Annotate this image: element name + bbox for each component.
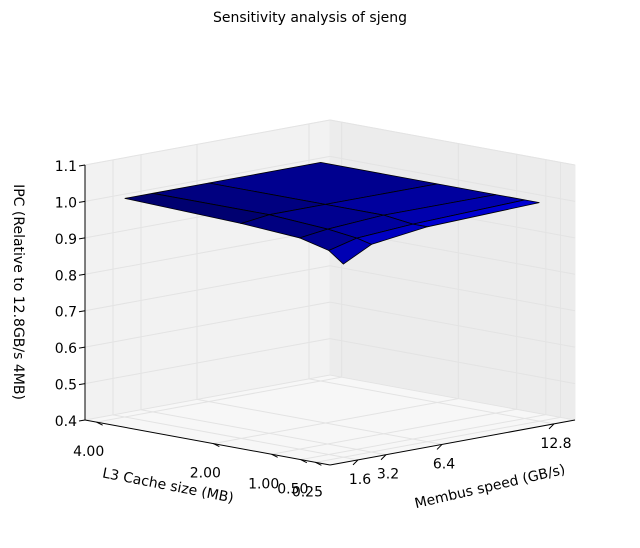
grid-line — [213, 398, 459, 445]
y-tick — [271, 453, 278, 458]
y-tick — [213, 443, 220, 448]
z-tick-label: 1.1 — [55, 159, 77, 175]
x-axis — [329, 419, 576, 466]
grid-line — [84, 301, 331, 348]
grid-line — [329, 119, 576, 166]
x-tick-label: 3.2 — [377, 467, 399, 483]
grid-line — [300, 414, 546, 461]
y-tick-label: 2.00 — [190, 466, 221, 482]
z-tick — [78, 346, 86, 349]
x-tick — [352, 459, 359, 466]
grid-line — [329, 338, 576, 385]
grid-line — [84, 374, 331, 421]
grid-line — [84, 119, 331, 166]
x-tick — [380, 454, 387, 461]
y-tick-label: 1.00 — [248, 476, 279, 492]
x-tick-label: 1.6 — [349, 472, 371, 488]
x-tick-label: 6.4 — [433, 456, 455, 472]
y-tick — [315, 461, 322, 466]
surface-patch — [328, 237, 373, 265]
z-tick-label: 0.8 — [55, 268, 77, 284]
z-tick — [78, 237, 86, 240]
z-tick — [78, 164, 86, 167]
grid-line — [84, 228, 331, 275]
z-tick-label: 1.0 — [55, 195, 77, 211]
y-tick — [96, 421, 103, 426]
z-axis-label: IPC (Relative to 12.8GB/s 4MB) — [10, 184, 26, 400]
z-tick-label: 0.9 — [55, 232, 77, 248]
y-tick-label: 0.50 — [277, 482, 308, 498]
grid-line — [84, 155, 331, 202]
y-tick — [300, 459, 308, 464]
z-tick-label: 0.4 — [55, 414, 77, 430]
y-axis — [84, 419, 331, 466]
grid-line — [96, 376, 342, 423]
y-tick-label: 4.00 — [73, 444, 104, 460]
grid-line — [84, 338, 331, 385]
z-tick-label: 0.6 — [55, 341, 77, 357]
z-tick — [78, 383, 86, 386]
z-tick — [78, 273, 86, 276]
z-tick — [78, 419, 86, 422]
grid-line — [315, 416, 561, 463]
grid-line — [308, 378, 555, 425]
x-tick-label: 12.8 — [540, 436, 571, 452]
grid-line — [329, 265, 576, 312]
z-tick — [78, 200, 86, 203]
grid-line — [329, 155, 576, 202]
grid-line — [271, 408, 517, 455]
grid-line — [329, 374, 576, 421]
z-tick-label: 0.5 — [55, 378, 77, 394]
grid-line — [84, 265, 331, 312]
x-tick — [436, 444, 443, 450]
grid-line — [196, 398, 443, 445]
chart-title: Sensitivity analysis of sjeng — [213, 10, 407, 26]
grid-line — [112, 414, 359, 461]
grid-line — [329, 301, 576, 348]
pane — [329, 119, 576, 421]
x-tick — [548, 423, 555, 430]
grid-line — [140, 409, 387, 456]
y-tick-label: 0.25 — [292, 484, 323, 500]
z-tick — [78, 310, 86, 313]
z-tick-label: 0.7 — [55, 305, 77, 321]
pane — [84, 119, 331, 421]
